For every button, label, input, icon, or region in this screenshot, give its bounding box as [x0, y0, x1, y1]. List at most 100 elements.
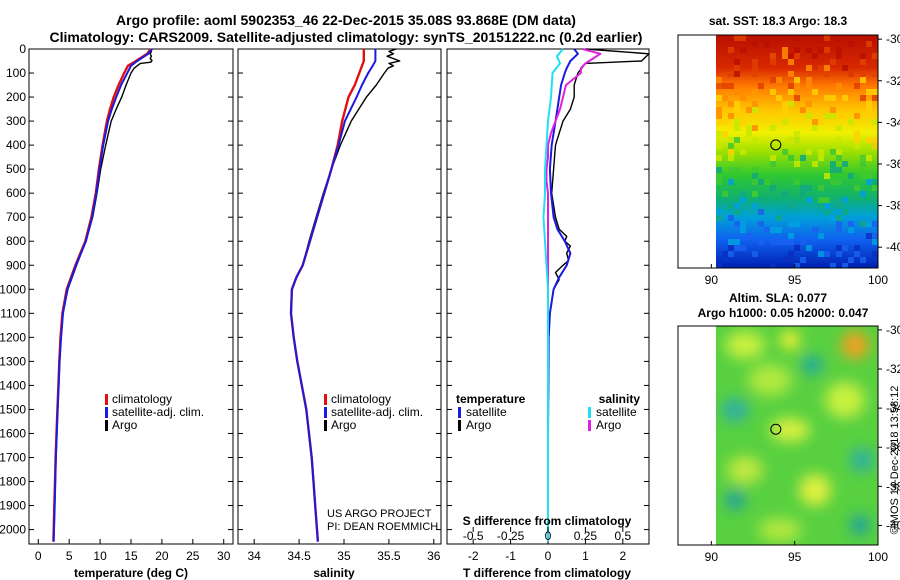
- sst-pixel: [752, 65, 758, 71]
- sst-pixel: [794, 83, 800, 89]
- salinity-panel: 34 34.5 35 35.5 36 climatology satellite-adj…: [237, 48, 442, 580]
- sst-pixel: [848, 257, 854, 263]
- sst-pixel: [722, 119, 728, 125]
- lat-tick-label: -32: [886, 74, 900, 88]
- sst-pixel: [716, 83, 722, 89]
- sst-pixel: [728, 251, 734, 257]
- sst-pixel: [866, 221, 872, 227]
- depth-tick-label: 700: [6, 210, 26, 224]
- sst-pixel: [872, 119, 878, 125]
- sst-pixel: [836, 35, 842, 41]
- sst-pixel: [716, 167, 722, 173]
- sst-pixel: [728, 101, 734, 107]
- sst-pixel: [764, 179, 770, 185]
- sst-pixel: [728, 35, 734, 41]
- depth-tick-label: 1700: [0, 450, 26, 464]
- sst-pixel: [836, 125, 842, 131]
- sst-pixel: [806, 185, 812, 191]
- sst-pixel: [728, 71, 734, 77]
- sst-pixel: [854, 137, 860, 143]
- sst-pixel: [830, 149, 836, 155]
- sst-pixel: [716, 131, 722, 137]
- sst-pixel: [788, 233, 794, 239]
- x-tick-label: 20: [155, 549, 169, 563]
- sst-pixel: [728, 143, 734, 149]
- sst-pixel: [812, 119, 818, 125]
- sst-pixel: [860, 191, 866, 197]
- sst-pixel: [788, 53, 794, 59]
- x-tick-label: 1: [582, 549, 589, 563]
- sst-pixel: [740, 95, 746, 101]
- sst-pixel: [782, 119, 788, 125]
- satellite-salinity-line: [290, 49, 377, 542]
- x-tick-label: -1: [505, 549, 516, 563]
- legend-swatch-s-argo: [588, 420, 591, 431]
- sst-pixel: [830, 95, 836, 101]
- sst-pixel: [854, 143, 860, 149]
- depth-tick-label: 1800: [0, 475, 26, 489]
- sst-pixel: [818, 149, 824, 155]
- sst-pixel: [716, 107, 722, 113]
- sst-pixel: [860, 161, 866, 167]
- x-tick-label: 34: [247, 549, 261, 563]
- sst-pixel: [722, 83, 728, 89]
- sst-pixel: [842, 245, 848, 251]
- sst-pixel: [728, 137, 734, 143]
- sst-pixel: [830, 167, 836, 173]
- sst-pixel: [776, 239, 782, 245]
- sst-pixel: [782, 239, 788, 245]
- sst-pixel: [842, 65, 848, 71]
- sst-pixel: [818, 197, 824, 203]
- salinity-xlabel: salinity: [313, 566, 355, 580]
- legend-swatch-climatology: [324, 394, 327, 405]
- sst-pixel: [794, 47, 800, 53]
- sst-pixel: [716, 263, 722, 268]
- sst-pixel: [860, 155, 866, 161]
- legend-label-s-argo: Argo: [596, 418, 622, 432]
- sst-pixel: [728, 149, 734, 155]
- sst-pixel: [770, 227, 776, 233]
- sst-pixel: [794, 161, 800, 167]
- sst-pixel: [806, 197, 812, 203]
- sst-pixel: [836, 209, 842, 215]
- legend-label-s-satellite: satellite: [596, 405, 637, 419]
- depth-tick-label: 1200: [0, 330, 26, 344]
- legend-label-climatology: climatology: [331, 392, 391, 406]
- sst-pixel: [734, 89, 740, 95]
- sst-pixel: [836, 227, 842, 233]
- depth-tick-label: 1100: [0, 306, 26, 320]
- sst-pixel: [722, 95, 728, 101]
- sst-pixel: [788, 155, 794, 161]
- sst-pixel: [860, 59, 866, 65]
- sst-pixel: [824, 203, 830, 209]
- lat-tick-label: -34: [886, 401, 900, 415]
- lat-tick-label: -36: [886, 157, 900, 171]
- sst-pixel: [734, 167, 740, 173]
- sst-pixel: [866, 179, 872, 185]
- sst-pixel: [734, 203, 740, 209]
- sst-pixel: [872, 221, 878, 227]
- sst-pixel: [722, 131, 728, 137]
- x-tick-label: 2: [619, 549, 626, 563]
- sst-pixel: [758, 83, 764, 89]
- sst-pixel: [842, 263, 848, 268]
- argo-position-marker: [770, 139, 782, 151]
- sst-pixel: [734, 119, 740, 125]
- lon-tick-label: 90: [705, 550, 719, 564]
- x-tick-label: 34.5: [287, 549, 311, 563]
- legend-label-t-satellite: satellite: [466, 405, 507, 419]
- legend-label-satellite: satellite-adj. clim.: [331, 405, 423, 419]
- sst-pixel: [800, 191, 806, 197]
- sst-pixel: [770, 77, 776, 83]
- sst-pixel: [872, 53, 878, 59]
- sst-pixel: [860, 53, 866, 59]
- sst-pixel: [824, 251, 830, 257]
- sst-pixel: [734, 65, 740, 71]
- sst-pixel: [800, 239, 806, 245]
- sst-pixel: [872, 89, 878, 95]
- sst-pixel: [806, 65, 812, 71]
- sst-pixel: [752, 89, 758, 95]
- sst-pixel: [734, 125, 740, 131]
- sst-pixel: [866, 35, 872, 41]
